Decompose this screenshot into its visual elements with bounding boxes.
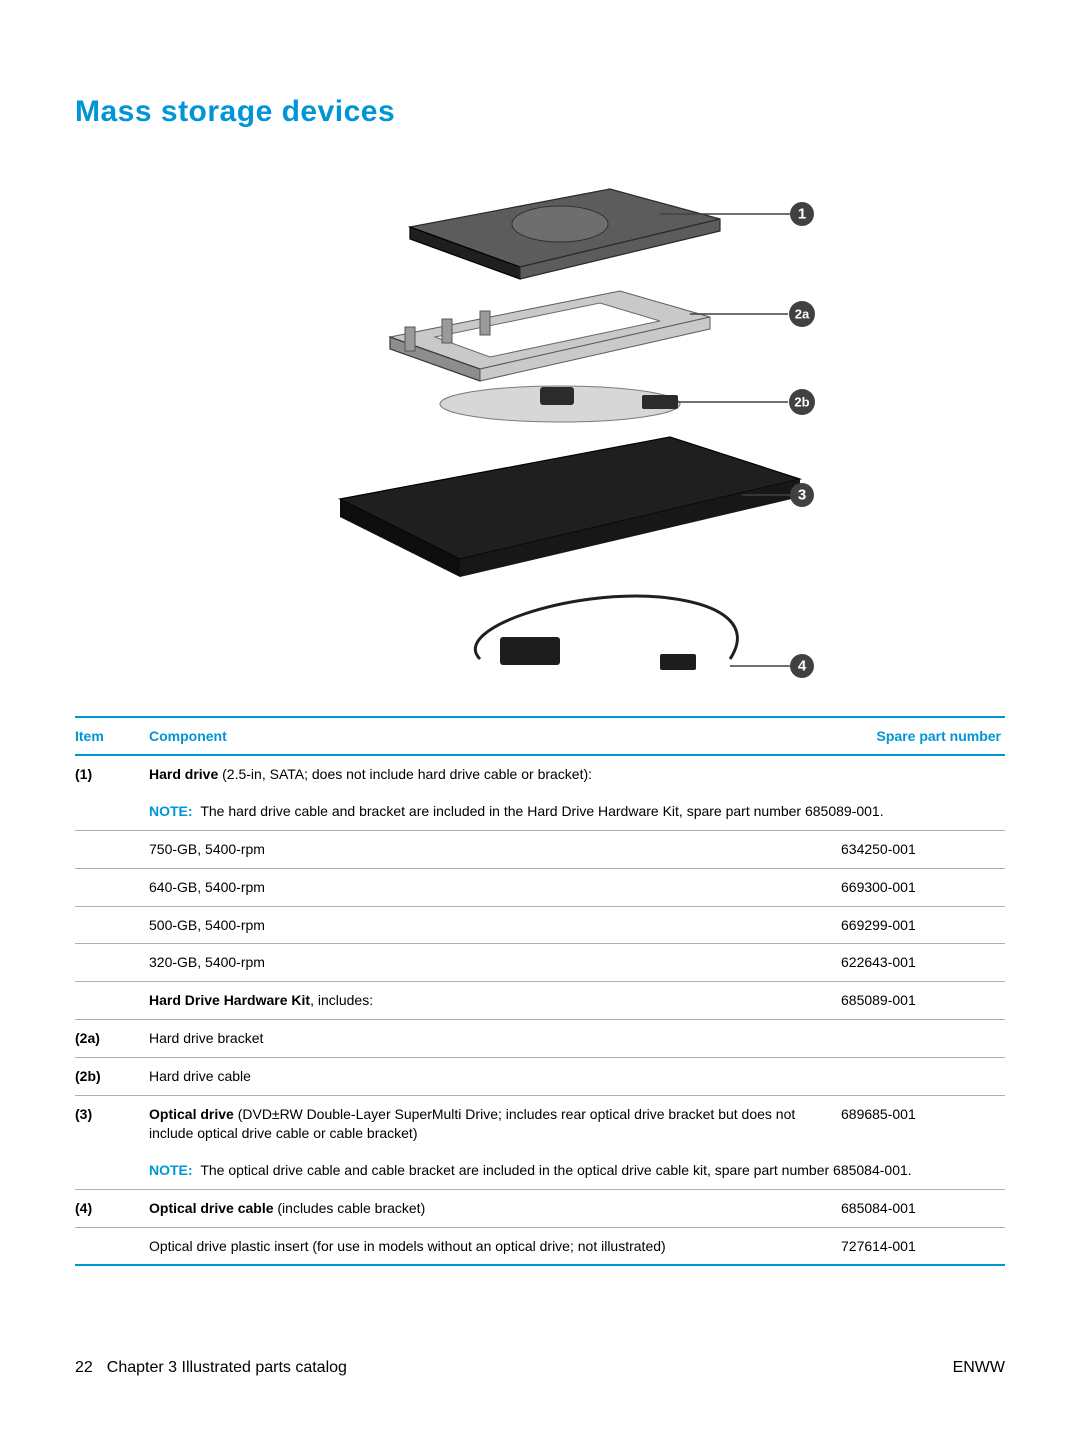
callout-3: 3 (798, 487, 806, 504)
cell-item (75, 868, 149, 906)
cell-note: NOTE: The optical drive cable and cable … (149, 1152, 1005, 1189)
diagram-part-optical (340, 437, 800, 577)
cell-component: 320-GB, 5400-rpm (149, 944, 841, 982)
table-row: Hard Drive Hardware Kit, includes:685089… (75, 982, 1005, 1020)
callout-2a: 2a (795, 307, 810, 322)
cell-item: (1) (75, 755, 149, 793)
cell-item (75, 944, 149, 982)
table-row: (4)Optical drive cable (includes cable b… (75, 1189, 1005, 1227)
cell-spn: 669300-001 (841, 868, 1005, 906)
cell-component: Hard drive cable (149, 1058, 841, 1096)
page-footer: 22 Chapter 3 Illustrated parts catalog E… (75, 1359, 1005, 1377)
cell-component: Optical drive cable (includes cable brac… (149, 1189, 841, 1227)
chapter-label: Chapter 3 Illustrated parts catalog (107, 1359, 347, 1377)
footer-right: ENWW (953, 1359, 1005, 1377)
diagram-part-hdd (410, 189, 720, 279)
table-row: Optical drive plastic insert (for use in… (75, 1227, 1005, 1265)
th-component: Component (149, 717, 841, 755)
cell-component: 640-GB, 5400-rpm (149, 868, 841, 906)
table-row: (1)Hard drive (2.5-in, SATA; does not in… (75, 755, 1005, 793)
cell-spn: 685084-001 (841, 1189, 1005, 1227)
parts-table: Item Component Spare part number (1)Hard… (75, 716, 1005, 1266)
cell-component: Hard drive bracket (149, 1020, 841, 1058)
cell-item (75, 982, 149, 1020)
cell-spn: 685089-001 (841, 982, 1005, 1020)
cell-component: 500-GB, 5400-rpm (149, 906, 841, 944)
cell-spn: 622643-001 (841, 944, 1005, 982)
table-row: 640-GB, 5400-rpm669300-001 (75, 868, 1005, 906)
diagram-part-optical-cable (475, 596, 737, 670)
cell-component: 750-GB, 5400-rpm (149, 830, 841, 868)
cell-item (75, 830, 149, 868)
table-row: NOTE: The optical drive cable and cable … (75, 1152, 1005, 1189)
th-spn: Spare part number (841, 717, 1005, 755)
document-page: Mass storage devices 1 (0, 0, 1080, 1437)
callout-1: 1 (798, 206, 806, 223)
table-row: (3)Optical drive (DVD±RW Double-Layer Su… (75, 1096, 1005, 1152)
table-row: (2b)Hard drive cable (75, 1058, 1005, 1096)
cell-item: (3) (75, 1096, 149, 1152)
cell-spn (841, 1058, 1005, 1096)
exploded-diagram: 1 2a 2b (75, 159, 1005, 714)
cell-item (75, 906, 149, 944)
diagram-part-hdd-cable (440, 386, 680, 422)
cell-component: Hard drive (2.5-in, SATA; does not inclu… (149, 755, 841, 793)
table-row: (2a)Hard drive bracket (75, 1020, 1005, 1058)
callout-4: 4 (798, 658, 807, 675)
cell-item (75, 1227, 149, 1265)
cell-item: (4) (75, 1189, 149, 1227)
cell-spn: 634250-001 (841, 830, 1005, 868)
cell-item: (2b) (75, 1058, 149, 1096)
cell-spn (841, 755, 1005, 793)
th-item: Item (75, 717, 149, 755)
page-heading: Mass storage devices (75, 95, 1005, 129)
cell-component: Hard Drive Hardware Kit, includes: (149, 982, 841, 1020)
cell-component: Optical drive plastic insert (for use in… (149, 1227, 841, 1265)
cell-spn: 727614-001 (841, 1227, 1005, 1265)
page-number: 22 (75, 1359, 93, 1377)
cell-note: NOTE: The hard drive cable and bracket a… (149, 793, 1005, 830)
cell-spn: 689685-001 (841, 1096, 1005, 1152)
cell-item: (2a) (75, 1020, 149, 1058)
cell-spn: 669299-001 (841, 906, 1005, 944)
cell-component: Optical drive (DVD±RW Double-Layer Super… (149, 1096, 841, 1152)
cell-spn (841, 1020, 1005, 1058)
table-row: 500-GB, 5400-rpm669299-001 (75, 906, 1005, 944)
diagram-svg: 1 2a 2b (190, 159, 890, 714)
table-row: 320-GB, 5400-rpm622643-001 (75, 944, 1005, 982)
table-row: NOTE: The hard drive cable and bracket a… (75, 793, 1005, 830)
callout-2b: 2b (794, 395, 809, 410)
table-header-row: Item Component Spare part number (75, 717, 1005, 755)
table-row: 750-GB, 5400-rpm634250-001 (75, 830, 1005, 868)
diagram-part-bracket (390, 291, 710, 381)
